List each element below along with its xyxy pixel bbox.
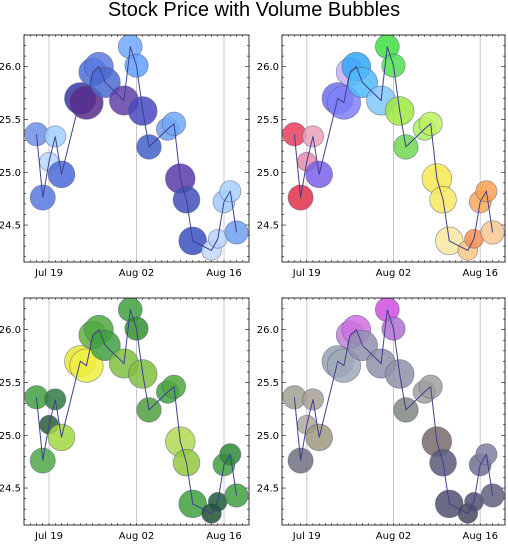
x-tick-label: Jul 19 [292, 268, 321, 279]
y-tick-label: 25.5 [257, 378, 279, 389]
plot-frame [23, 297, 250, 526]
y-tick-label: 25.5 [257, 115, 279, 126]
y-tick-label: 24.5 [257, 221, 279, 232]
y-tick-label: 25.0 [257, 431, 279, 442]
plot-area [282, 35, 505, 261]
x-tick-label: Aug 16 [206, 268, 241, 279]
x-tick-label: Aug 02 [376, 531, 411, 542]
panel-1: 24.5 25.0 25.5 26.0 Jul 19 Aug 02 Aug 16 [0, 34, 250, 279]
y-tick-label: 25.0 [257, 168, 279, 179]
bubble-point [224, 483, 249, 508]
panel-3: 24.5 25.0 25.5 26.0 Jul 19 Aug 02 Aug 16 [0, 297, 250, 542]
y-tick-label: 26.0 [257, 62, 279, 73]
y-tick-label: 25.5 [0, 378, 21, 389]
y-tick-label: 25.0 [0, 168, 21, 179]
plot-area [24, 298, 249, 524]
plot-area [24, 35, 249, 261]
bubble-point [224, 220, 249, 245]
panel-2: 24.5 25.0 25.5 26.0 Jul 19 Aug 02 Aug 16 [257, 34, 506, 279]
x-tick-label: Jul 19 [34, 531, 63, 542]
y-tick-label: 25.0 [0, 431, 21, 442]
y-tick-label: 26.0 [0, 325, 21, 336]
x-tick-label: Aug 02 [119, 268, 154, 279]
x-tick-label: Jul 19 [292, 531, 321, 542]
y-tick-label: 24.5 [0, 221, 21, 232]
x-tick-label: Jul 19 [34, 268, 63, 279]
x-tick-label: Aug 02 [376, 268, 411, 279]
bubble-point [480, 220, 505, 245]
y-tick-label: 25.5 [0, 115, 21, 126]
chart-title: Stock Price with Volume Bubbles [107, 0, 401, 21]
price-line [36, 309, 237, 515]
x-tick-label: Aug 16 [463, 531, 498, 542]
price-line [293, 309, 494, 515]
price-line [293, 46, 494, 252]
y-tick-label: 26.0 [257, 325, 279, 336]
y-tick-label: 24.5 [257, 484, 279, 495]
plot-frame [281, 34, 506, 263]
y-tick-label: 26.0 [0, 62, 21, 73]
x-tick-label: Aug 02 [119, 531, 154, 542]
price-line [36, 46, 237, 252]
x-tick-label: Aug 16 [463, 268, 498, 279]
y-tick-label: 24.5 [0, 484, 21, 495]
plot-frame [23, 34, 250, 263]
x-tick-label: Aug 16 [206, 531, 241, 542]
plot-area [282, 298, 505, 524]
bubble-point [480, 483, 505, 508]
panel-4: 24.5 25.0 25.5 26.0 Jul 19 Aug 02 Aug 16 [257, 297, 506, 542]
plot-frame [281, 297, 506, 526]
